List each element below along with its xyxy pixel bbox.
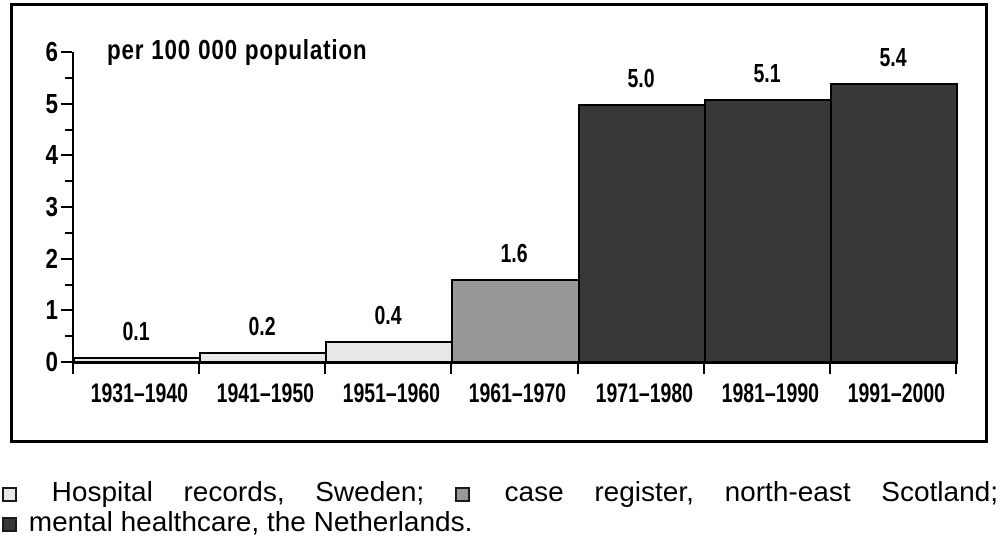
legend-swatch-scotland <box>454 487 470 502</box>
y-minor-tick <box>65 232 72 234</box>
y-tick-label: 5 <box>45 88 58 119</box>
category-label: 1991–2000 <box>847 378 945 408</box>
y-tick <box>61 258 72 260</box>
bar-value-label: 1.6 <box>500 238 528 268</box>
y-tick-label: 1 <box>45 294 58 325</box>
bar-value-label: 5.4 <box>879 42 907 72</box>
legend-line-2: mental healthcare, the Netherlands. <box>2 507 998 537</box>
bar <box>704 99 832 364</box>
chart-title: per 100 000 population <box>107 34 368 65</box>
category-label: 1951–1960 <box>342 378 440 408</box>
y-tick <box>61 103 72 105</box>
category-label: 1971–1980 <box>595 378 693 408</box>
legend: Hospital records, Sweden; case register,… <box>2 477 998 537</box>
y-tick-label: 0 <box>45 346 58 377</box>
y-minor-tick <box>65 284 72 286</box>
legend-label-netherlands: mental healthcare, the Netherlands. <box>28 506 473 537</box>
y-tick <box>61 51 72 53</box>
y-tick-label: 6 <box>45 36 58 67</box>
category-label: 1941–1950 <box>216 378 314 408</box>
y-tick <box>61 154 72 156</box>
bar <box>451 279 580 364</box>
bar-value-label: 5.0 <box>627 63 655 93</box>
bar-value-label: 0.2 <box>248 311 276 341</box>
legend-label-scotland: case register, north-east Scotland; <box>504 476 999 507</box>
x-tick <box>829 362 831 374</box>
legend-swatch-sweden <box>2 487 17 502</box>
y-tick <box>61 309 72 311</box>
y-minor-tick <box>65 335 72 337</box>
y-tick-label: 3 <box>45 191 58 222</box>
y-tick <box>61 361 72 363</box>
legend-label-sweden: Hospital records, Sweden; <box>51 476 425 507</box>
legend-swatch-netherlands <box>2 517 17 532</box>
x-tick <box>72 362 74 374</box>
legend-line-1: Hospital records, Sweden; case register,… <box>2 477 998 507</box>
x-tick <box>703 362 705 374</box>
category-label: 1961–1970 <box>468 378 566 408</box>
x-tick <box>955 362 957 374</box>
y-axis <box>72 52 74 374</box>
y-tick-label: 4 <box>45 139 58 170</box>
y-minor-tick <box>65 77 72 79</box>
category-label: 1981–1990 <box>721 378 819 408</box>
y-minor-tick <box>65 180 72 182</box>
bar-value-label: 0.4 <box>374 300 402 330</box>
x-tick <box>324 362 326 374</box>
bar-value-label: 0.1 <box>122 316 150 346</box>
category-label: 1931–1940 <box>90 378 188 408</box>
x-axis <box>73 361 956 363</box>
y-tick <box>61 206 72 208</box>
bar <box>830 83 958 364</box>
y-tick-label: 2 <box>45 243 58 274</box>
bar-value-label: 5.1 <box>753 58 781 88</box>
x-tick <box>577 362 579 374</box>
x-tick <box>450 362 452 374</box>
bar <box>578 104 706 364</box>
y-minor-tick <box>65 129 72 131</box>
x-tick <box>198 362 200 374</box>
